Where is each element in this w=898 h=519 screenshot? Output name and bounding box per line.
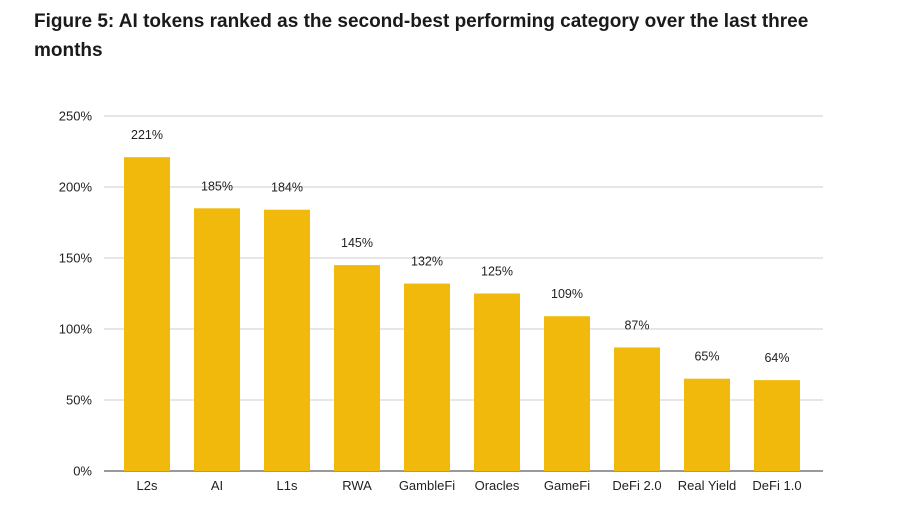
bar: [544, 316, 590, 471]
category-label: DeFi 1.0: [752, 478, 801, 493]
category-label: GameFi: [544, 478, 590, 493]
bar: [194, 208, 240, 472]
y-tick-label: 200%: [59, 180, 93, 195]
bar: [614, 347, 660, 471]
category-label: L1s: [277, 478, 298, 493]
data-label: 87%: [624, 318, 649, 332]
y-tick-label: 100%: [59, 322, 93, 337]
bar: [754, 380, 800, 471]
y-tick-label: 50%: [66, 393, 92, 408]
category-label: DeFi 2.0: [612, 478, 661, 493]
data-label: 109%: [551, 287, 583, 301]
bar: [334, 265, 380, 471]
bar: [264, 209, 310, 471]
y-tick-label: 0%: [73, 464, 92, 479]
data-label: 184%: [271, 181, 303, 195]
bar: [684, 378, 730, 471]
category-label: L2s: [137, 478, 158, 493]
bar: [124, 157, 170, 471]
y-tick-label: 150%: [59, 251, 93, 266]
category-label: Oracles: [475, 478, 520, 493]
data-label: 125%: [481, 265, 513, 279]
data-label: 145%: [341, 236, 373, 250]
data-label: 185%: [201, 179, 233, 193]
bar: [404, 283, 450, 471]
bar: [474, 293, 520, 471]
category-label: RWA: [342, 478, 372, 493]
data-label: 64%: [764, 351, 789, 365]
category-label: AI: [211, 478, 223, 493]
y-tick-label: 250%: [59, 109, 93, 124]
figure-title: Figure 5: AI tokens ranked as the second…: [34, 11, 809, 61]
data-label: 132%: [411, 255, 443, 269]
category-label: GambleFi: [399, 478, 455, 493]
category-label: Real Yield: [678, 478, 737, 493]
data-label: 221%: [131, 128, 163, 142]
data-label: 65%: [694, 350, 719, 364]
